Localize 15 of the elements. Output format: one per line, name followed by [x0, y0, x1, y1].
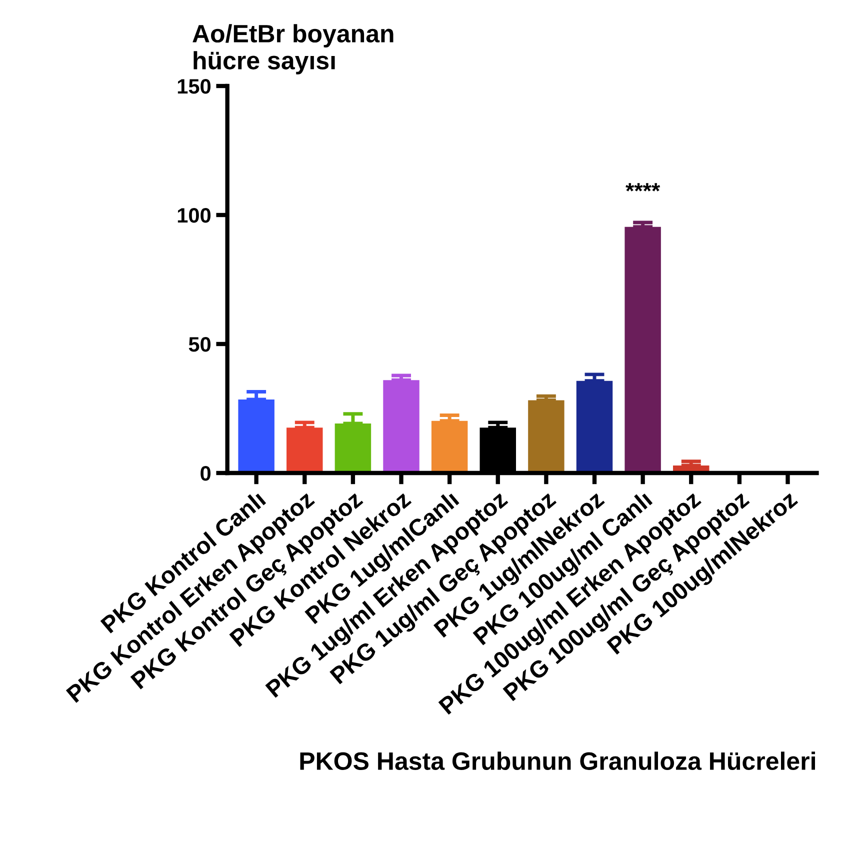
y-tick-label: 100 [178, 208, 211, 223]
annotation: **** [626, 183, 660, 192]
bar [576, 380, 613, 473]
y-tick-label: 50 [188, 337, 211, 352]
y-tick-label: 150 [178, 79, 211, 94]
bar [431, 420, 468, 473]
y-tick-label: 0 [200, 466, 211, 481]
y-axis-title: Ao/EtBr boyanan hücre sayısı [192, 24, 394, 74]
x-axis-title: PKOS Hasta Grubunun Granuloza Hücreleri [300, 752, 815, 770]
bar [286, 428, 323, 473]
bar [334, 423, 372, 473]
bar [528, 400, 564, 473]
bar [624, 226, 661, 473]
bar [238, 399, 274, 473]
bar [383, 380, 420, 473]
